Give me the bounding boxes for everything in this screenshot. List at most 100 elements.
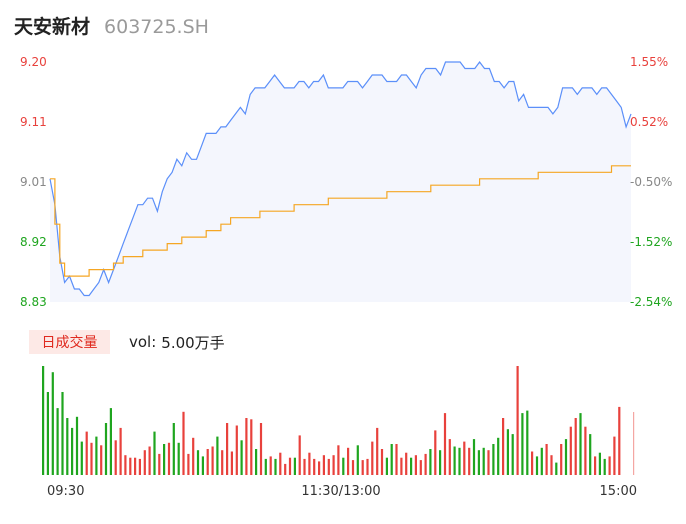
volume-bar: [196, 450, 200, 475]
volume-bar: [472, 439, 476, 475]
volume-bar: [633, 412, 635, 475]
volume-bar: [366, 458, 369, 475]
volume-bar: [482, 447, 485, 476]
volume-bar: [75, 416, 79, 475]
volume-bar: [288, 457, 292, 475]
volume-bar: [109, 408, 112, 475]
y-tick-label: 8.83: [20, 295, 47, 309]
volume-bar: [516, 366, 519, 475]
volume-bar: [405, 452, 408, 475]
volume-bar: [545, 444, 548, 475]
volume-bar: [148, 446, 151, 475]
volume-bar: [274, 458, 277, 475]
volume-bar: [134, 457, 137, 475]
volume-bar: [410, 457, 413, 475]
volume-bar: [308, 452, 311, 475]
volume-bar: [114, 440, 117, 475]
volume-bar: [143, 450, 146, 475]
y-tick-label: 9.20: [20, 55, 47, 69]
volume-bar: [80, 441, 83, 475]
volume-bar: [313, 458, 316, 475]
y-axis-right-pct: 1.55% 0.52% -0.50% -1.52% -2.54%: [630, 55, 672, 309]
x-tick-label: 09:30: [47, 484, 84, 499]
y-tick-label: 9.11: [20, 115, 47, 129]
volume-bar: [584, 426, 587, 475]
y-pct-tick-label: 1.55%: [630, 55, 668, 69]
volume-bar: [255, 449, 258, 475]
stock-name: 天安新材: [14, 16, 91, 38]
volume-bar: [201, 456, 204, 475]
volume-bar: [603, 458, 606, 475]
volume-readout: vol: 5.00万手: [129, 331, 225, 353]
volume-bar: [104, 423, 108, 475]
volume-bar: [71, 427, 74, 475]
volume-bar: [182, 411, 185, 475]
volume-bar: [477, 450, 480, 475]
volume-bar: [327, 458, 330, 475]
volume-bar: [429, 449, 432, 475]
x-tick-label: 11:30/13:00: [301, 484, 380, 499]
volume-bar: [414, 455, 417, 475]
daily-volume-tab[interactable]: 日成交量: [29, 330, 110, 354]
volume-bar: [230, 451, 233, 475]
volume-bar: [216, 436, 219, 475]
x-axis: 09:30 11:30/13:00 15:00: [47, 484, 637, 499]
volume-bar: [453, 446, 456, 475]
volume-bar: [540, 447, 543, 476]
volume-bar: [463, 441, 466, 475]
volume-bar: [206, 449, 209, 475]
volume-bar: [284, 463, 287, 475]
volume-bar: [448, 439, 451, 475]
volume-bar: [424, 453, 427, 475]
price-panel: [49, 60, 632, 302]
volume-bar: [85, 431, 88, 475]
volume-bar: [303, 458, 306, 475]
volume-bar: [351, 460, 355, 475]
daily-volume-label: 日成交量: [41, 335, 98, 351]
volume-bar: [46, 392, 49, 475]
volume-bar: [511, 434, 514, 475]
volume-bar: [400, 457, 403, 475]
volume-bar: [51, 372, 54, 475]
volume-bar: [502, 418, 505, 475]
volume-bar: [569, 426, 572, 475]
volume-bar: [390, 444, 393, 475]
volume-bar: [42, 366, 45, 475]
volume-bar: [163, 444, 166, 475]
volume-bar: [177, 442, 180, 475]
volume-bar: [138, 458, 141, 475]
volume-bar: [521, 413, 524, 475]
y-tick-label: 9.01: [20, 175, 47, 189]
volume-bar: [531, 451, 534, 475]
volume-bar: [235, 425, 238, 475]
volume-bar: [535, 456, 539, 475]
volume-bar: [434, 430, 437, 475]
y-pct-tick-label: -0.50%: [630, 175, 672, 189]
volume-bar: [594, 456, 597, 475]
volume-bar: [347, 447, 350, 476]
y-axis-left: 9.20 9.11 9.01 8.92 8.83: [20, 55, 47, 309]
vol-label: vol:: [129, 333, 157, 351]
volume-bar: [211, 446, 214, 475]
volume-bar: [579, 413, 582, 475]
volume-bar: [564, 439, 568, 475]
volume-bar: [487, 450, 490, 475]
x-tick-label: 15:00: [600, 484, 637, 499]
volume-bar: [506, 429, 509, 475]
volume-bar: [226, 423, 229, 475]
volume-bar: [100, 445, 103, 475]
volume-bar: [458, 447, 461, 476]
volume-bar: [371, 441, 374, 475]
volume-bar: [376, 427, 379, 475]
stock-header: 天安新材 603725.SH: [14, 12, 209, 40]
volume-bars: [42, 366, 635, 476]
y-pct-tick-label: -1.52%: [630, 235, 672, 249]
volume-bar: [574, 418, 577, 475]
volume-bar: [90, 442, 93, 475]
volume-bar: [192, 437, 195, 475]
volume-bar: [555, 462, 558, 475]
volume-bar: [361, 460, 364, 475]
volume-bar: [61, 392, 64, 475]
volume-bar: [158, 453, 161, 475]
